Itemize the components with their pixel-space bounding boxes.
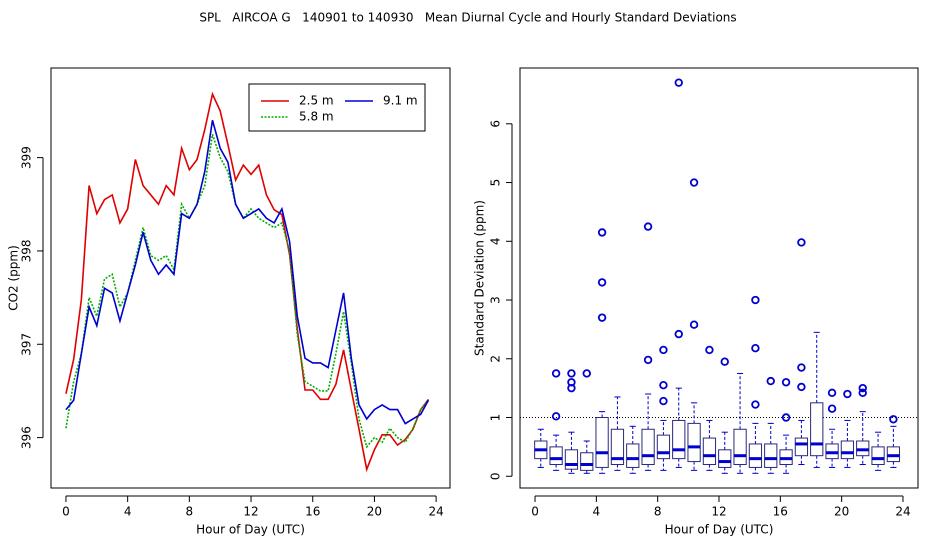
outlier: [659, 396, 668, 406]
outlier: [858, 388, 867, 398]
box: [748, 443, 763, 468]
y-tick-label: 2: [489, 355, 503, 363]
outlier: [597, 278, 607, 287]
box: [764, 443, 778, 468]
outlier: [659, 381, 668, 390]
box: [580, 452, 594, 471]
x-tick-label: 12: [711, 505, 726, 519]
outlier: [597, 228, 607, 237]
box: [840, 440, 855, 460]
y-tick-label: 5: [489, 179, 503, 187]
plot-frame: [519, 67, 919, 489]
data-line: [65, 120, 430, 425]
box: [672, 419, 686, 460]
x-axis-label: Hour of Day (UTC): [665, 523, 774, 537]
box: [626, 443, 640, 468]
chart-title: SPL AIRCOA G 140901 to 140930 Mean Diurn…: [199, 11, 736, 25]
legend-label: 2.5 m: [299, 94, 334, 108]
x-tick-label: 8: [654, 505, 662, 519]
x-tick-label: 4: [593, 505, 601, 519]
x-tick-label: 12: [243, 505, 258, 519]
box: [564, 449, 579, 470]
x-tick-label: 24: [895, 505, 910, 519]
y-tick-label: 399: [20, 146, 34, 169]
legend-label: 9.1 m: [383, 94, 418, 108]
x-tick-label: 0: [62, 505, 70, 519]
y-tick-label: 398: [20, 239, 34, 262]
y-tick-label: 1: [489, 414, 503, 422]
x-tick-label: 16: [773, 505, 788, 519]
x-tick-label: 24: [428, 505, 443, 519]
box: [549, 446, 563, 466]
outlier: [751, 400, 760, 409]
box: [733, 428, 747, 466]
data-line: [65, 134, 430, 449]
outlier: [689, 320, 699, 329]
y-tick-label: 397: [20, 333, 34, 356]
outlier: [551, 369, 561, 378]
box: [595, 417, 609, 468]
outlier: [659, 345, 668, 355]
outlier: [751, 343, 760, 353]
data-line: [65, 91, 430, 473]
x-tick-label: 20: [367, 505, 382, 519]
legend-box: [248, 83, 426, 132]
outlier: [827, 404, 837, 413]
box: [794, 437, 809, 457]
box: [718, 449, 732, 468]
y-axis-label: Standard Deviation (ppm): [473, 200, 487, 356]
box: [702, 437, 717, 466]
box: [641, 428, 655, 466]
x-tick-label: 4: [124, 505, 132, 519]
box: [810, 402, 824, 457]
outlier: [674, 329, 683, 339]
outlier: [858, 383, 867, 393]
y-tick-label: 6: [489, 120, 503, 128]
outlier: [567, 369, 576, 378]
x-tick-label: 20: [834, 505, 849, 519]
outlier: [674, 78, 683, 87]
outlier: [797, 238, 806, 247]
outlier: [827, 388, 837, 398]
outlier: [781, 413, 791, 422]
outlier: [643, 355, 653, 365]
plot-frame: [50, 67, 451, 489]
outlier: [781, 378, 791, 387]
y-tick-label: 396: [20, 426, 34, 449]
box: [610, 428, 625, 466]
outlier: [766, 376, 775, 386]
x-axis-label: Hour of Day (UTC): [196, 523, 305, 537]
x-tick-label: 16: [305, 505, 320, 519]
box: [687, 422, 701, 463]
y-tick-label: 4: [489, 237, 503, 245]
x-tick-label: 8: [186, 505, 194, 519]
outlier: [751, 295, 760, 305]
outlier: [551, 412, 561, 421]
legend-label: 5.8 m: [299, 110, 334, 124]
outlier: [843, 389, 852, 399]
outlier: [705, 345, 714, 355]
box: [656, 434, 671, 460]
y-tick-label: 0: [489, 472, 503, 480]
outlier: [889, 415, 898, 424]
outlier: [582, 369, 591, 378]
outlier: [797, 382, 806, 392]
outlier: [643, 222, 653, 231]
x-tick-label: 0: [531, 505, 539, 519]
outlier: [567, 383, 576, 393]
outlier: [597, 313, 607, 322]
y-axis-label: CO2 (ppm): [7, 245, 21, 311]
y-tick-label: 3: [489, 296, 503, 304]
outlier: [689, 178, 699, 187]
outlier: [797, 363, 806, 372]
outlier: [720, 357, 729, 366]
box: [871, 446, 885, 466]
